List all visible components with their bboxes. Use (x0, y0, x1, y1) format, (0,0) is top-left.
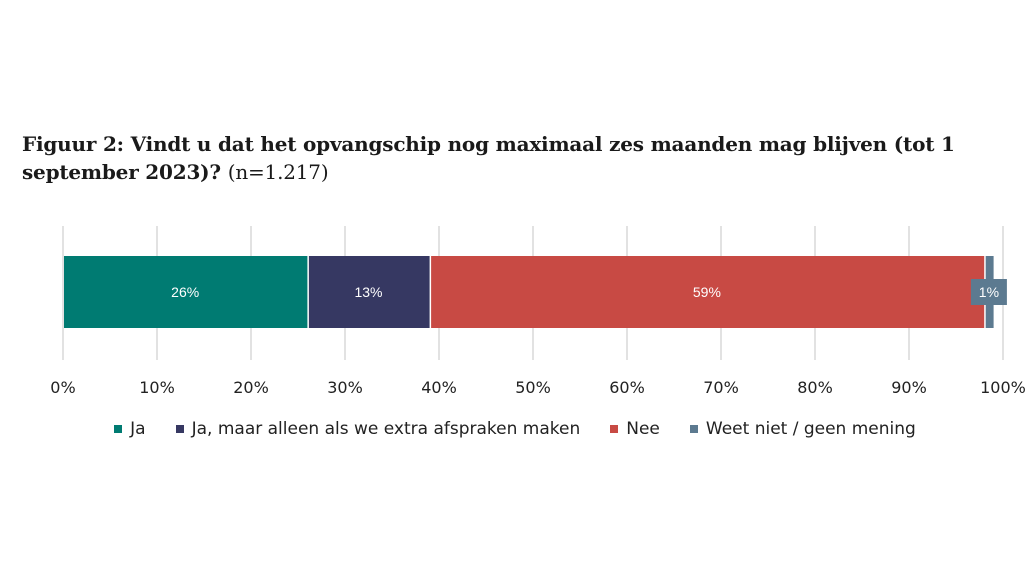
x-tick-label: 10% (139, 378, 175, 397)
bar-segment (64, 256, 308, 328)
x-tick-label: 60% (609, 378, 645, 397)
x-tick-label: 70% (703, 378, 739, 397)
legend-item: Weet niet / geen mening (689, 419, 916, 439)
chart-legend: Ja Ja, maar alleen als we extra afspraken… (0, 419, 1030, 439)
legend-label: Weet niet / geen mening (705, 419, 916, 439)
x-tick-label: 20% (233, 378, 269, 397)
data-label: 1% (979, 284, 999, 300)
x-tick-label: 50% (515, 378, 551, 397)
legend-swatch (114, 425, 123, 433)
chart-title-main: Figuur 2: Vindt u dat het opvangschip no… (22, 132, 955, 184)
bar-segment (308, 256, 430, 328)
x-tick-label: 40% (421, 378, 457, 397)
legend-label: Nee (626, 419, 660, 439)
legend-item: Ja (114, 419, 146, 439)
legend-item: Ja, maar alleen als we extra afspraken m… (175, 419, 581, 439)
legend-item: Nee (610, 419, 660, 439)
x-tick-label: 90% (891, 378, 927, 397)
legend-label: Ja, maar alleen als we extra afspraken m… (191, 419, 581, 439)
legend-swatch (175, 425, 184, 433)
legend-swatch (610, 425, 619, 433)
x-tick-label: 0% (50, 378, 75, 397)
bar-segment (431, 256, 985, 328)
data-label: 59% (693, 284, 721, 300)
data-label-box (970, 279, 1007, 305)
data-label: 26% (171, 284, 199, 300)
x-tick-label: 100% (980, 378, 1026, 397)
x-tick-label: 80% (797, 378, 833, 397)
chart-title: Figuur 2: Vindt u dat het opvangschip no… (22, 130, 1012, 186)
chart-title-sample-size: (n=1.217) (227, 160, 329, 184)
legend-swatch (689, 425, 698, 433)
data-label: 13% (354, 284, 382, 300)
x-tick-label: 30% (327, 378, 363, 397)
legend-label: Ja (130, 419, 146, 439)
